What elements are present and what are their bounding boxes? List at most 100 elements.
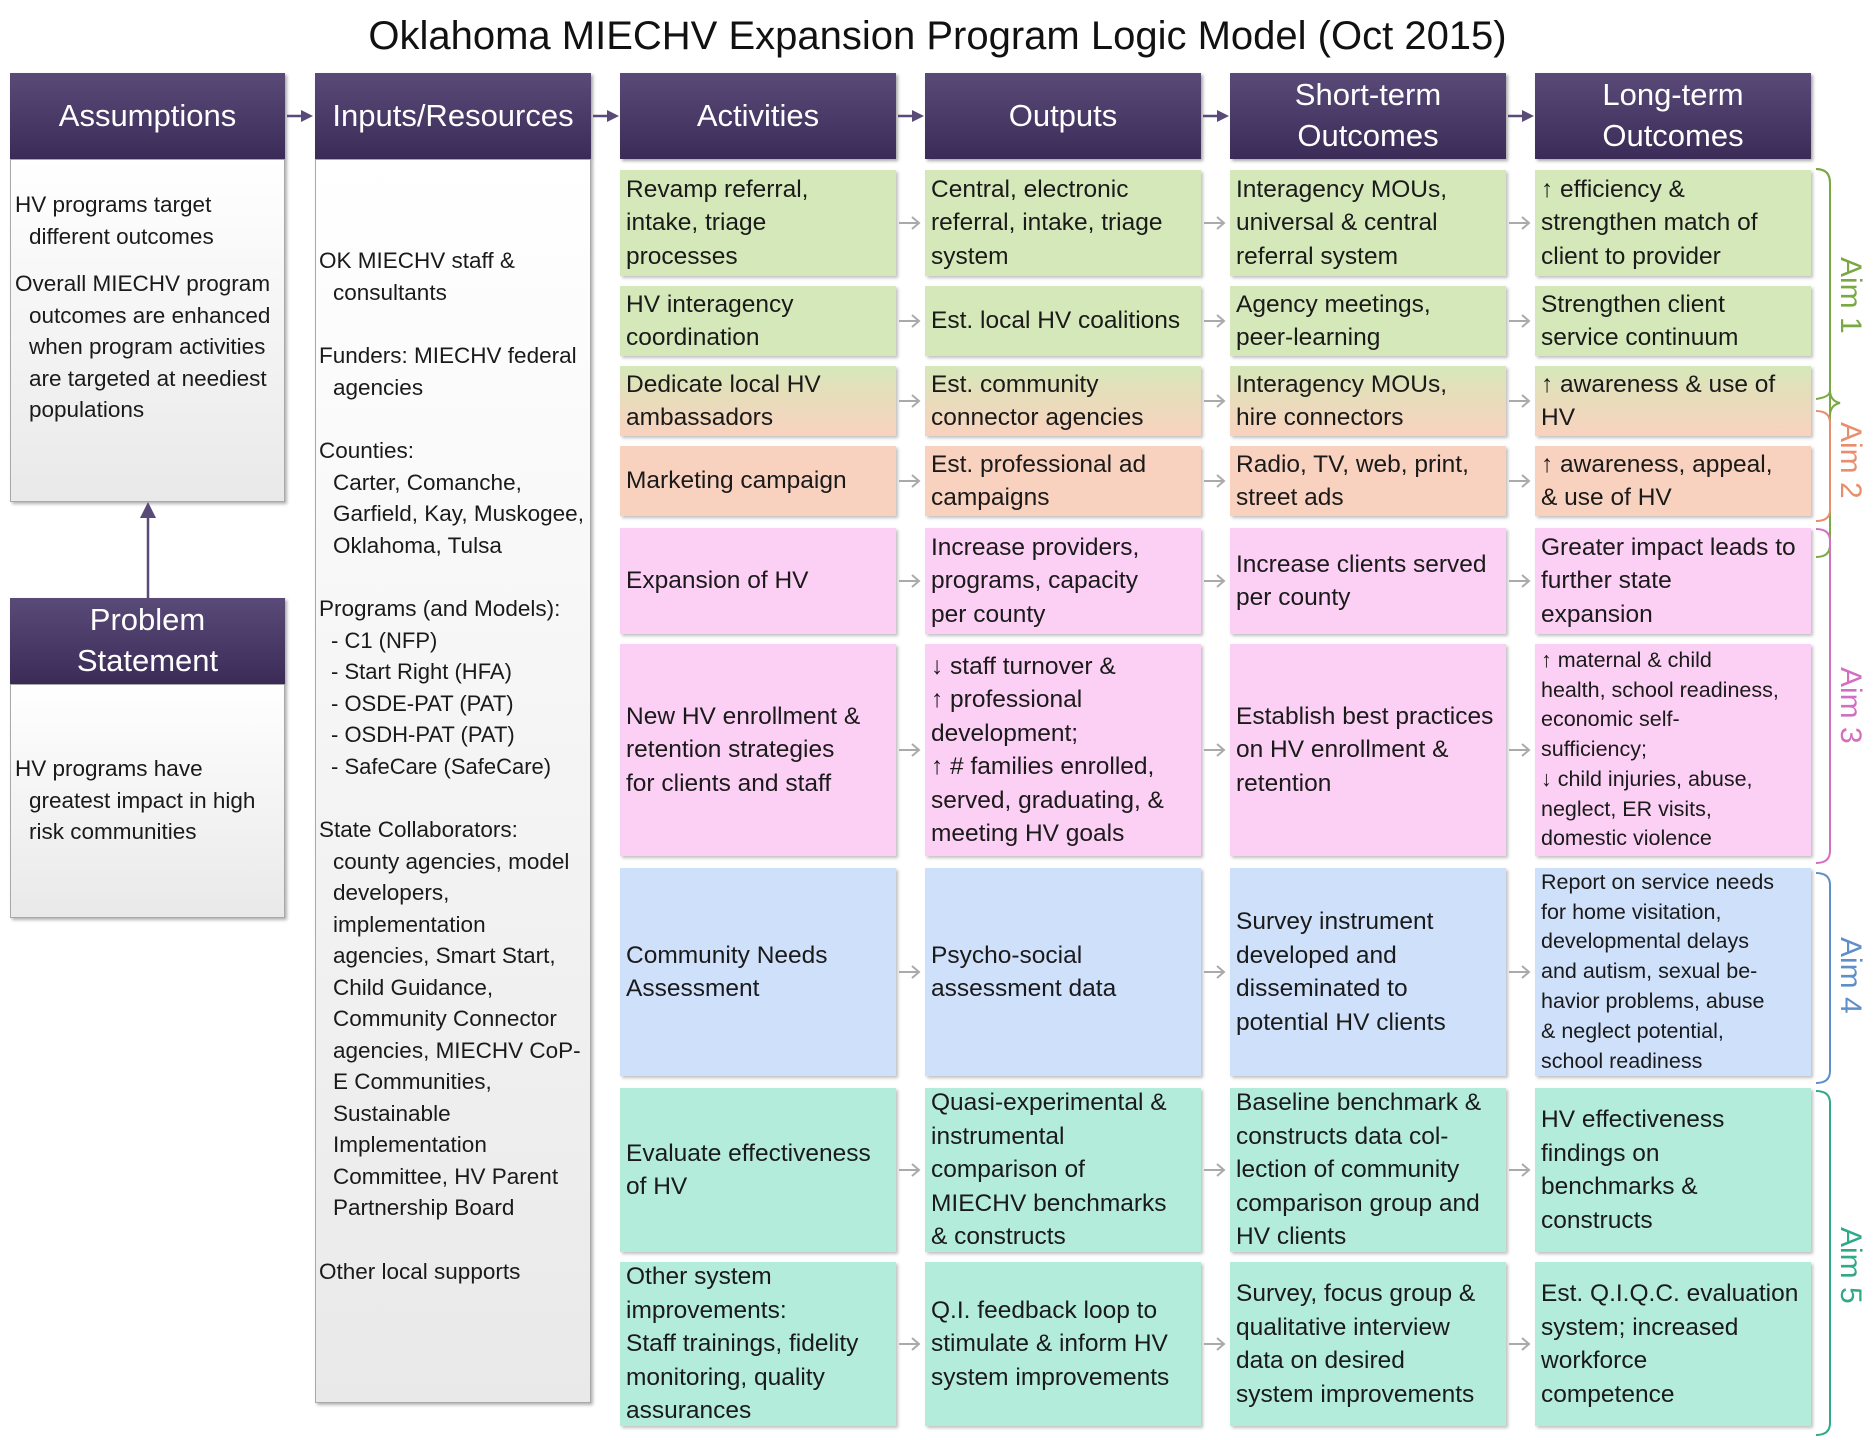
flow-arrow bbox=[1509, 314, 1531, 328]
flow-arrow bbox=[899, 574, 921, 588]
problem-text: HV programs have greatest impact in high… bbox=[15, 753, 283, 848]
long-term-outcome-cell: ↑ awareness, appeal, & use of HV bbox=[1535, 446, 1811, 516]
flow-arrow bbox=[899, 314, 921, 328]
output-text: Central, electronic referral, intake, tr… bbox=[931, 175, 1163, 270]
short-term-outcome-cell: Radio, TV, web, print, street ads bbox=[1230, 446, 1506, 516]
activity-text: Evaluate effectiveness of HV bbox=[626, 1139, 871, 1201]
activity-cell: Revamp referral, intake, triage processe… bbox=[620, 170, 896, 276]
short-term-outcome-text: Increase clients served per county bbox=[1236, 550, 1487, 612]
problem-statement-text: HV programs have greatest impact in high… bbox=[15, 756, 256, 844]
problem-panel bbox=[10, 684, 285, 918]
activity-cell: Expansion of HV bbox=[620, 528, 896, 634]
assumptions-panel bbox=[10, 159, 285, 502]
short-term-outcome-cell: Survey, focus group & qualitative interv… bbox=[1230, 1262, 1506, 1426]
activity-cell: Community Needs Assessment bbox=[620, 868, 896, 1076]
header-inputs: Inputs/Resources bbox=[315, 73, 591, 159]
aim-1-label: Aim 1 bbox=[1834, 256, 1867, 334]
header-arrow-2 bbox=[593, 110, 619, 122]
flow-arrow bbox=[1509, 574, 1531, 588]
problem-to-assumptions-arrow bbox=[140, 502, 156, 598]
output-text: Psycho-social assessment data bbox=[931, 941, 1117, 1003]
long-term-outcome-text: ↑ awareness, appeal, & use of HV bbox=[1541, 450, 1773, 512]
header-outputs: Outputs bbox=[925, 73, 1201, 159]
long-term-outcome-cell: HV effectiveness findings on benchmarks … bbox=[1535, 1088, 1811, 1252]
activity-text: Other system improvements: Staff trainin… bbox=[626, 1263, 859, 1425]
aim-2-label: Aim 2 bbox=[1834, 421, 1867, 499]
output-cell: Est. professional ad campaigns bbox=[925, 446, 1201, 516]
flow-arrow bbox=[1204, 1337, 1226, 1351]
long-term-outcome-text: ↑ efficiency & strengthen match of clien… bbox=[1541, 175, 1758, 270]
activity-cell: Marketing campaign bbox=[620, 446, 896, 516]
flow-arrow bbox=[1204, 216, 1226, 230]
inputs-programs-label: Programs (and Models): bbox=[319, 596, 561, 621]
flow-arrow bbox=[899, 394, 921, 408]
long-term-outcome-text: ↑ maternal & child health, school readin… bbox=[1541, 647, 1779, 851]
short-term-outcome-text: Interagency MOUs, universal & central re… bbox=[1236, 175, 1448, 270]
flow-arrow bbox=[1204, 965, 1226, 979]
flow-arrow bbox=[899, 1337, 921, 1351]
diagram-title: Oklahoma MIECHV Expansion Program Logic … bbox=[368, 14, 1507, 58]
header-problem-statement: Problem Statement bbox=[10, 598, 285, 684]
output-text: Q.I. feedback loop to stimulate & inform… bbox=[931, 1296, 1170, 1391]
flow-arrow bbox=[1509, 474, 1531, 488]
flow-arrow bbox=[1509, 1337, 1531, 1351]
flow-arrow bbox=[1204, 743, 1226, 757]
flow-arrow bbox=[899, 743, 921, 757]
long-term-outcome-cell: Strengthen client service continuum bbox=[1535, 286, 1811, 356]
output-cell: Increase providers, programs, capacity p… bbox=[925, 528, 1201, 634]
flow-arrow bbox=[1204, 394, 1226, 408]
inputs-program-item: - SafeCare (SafeCare) bbox=[331, 753, 552, 779]
short-term-outcome-cell: Increase clients served per county bbox=[1230, 528, 1506, 634]
inputs-program-item: - OSDE-PAT (PAT) bbox=[331, 690, 514, 716]
assumptions-text: HV programs target different outcomes Ov… bbox=[15, 189, 283, 426]
output-text: Est. local HV coalitions bbox=[931, 307, 1181, 335]
flow-arrow bbox=[1509, 965, 1531, 979]
header-arrow-3 bbox=[898, 110, 924, 122]
activity-cell: Dedicate local HV ambassadors bbox=[620, 366, 896, 436]
inputs-program-item: - C1 (NFP) bbox=[331, 627, 438, 653]
output-text: ↓ staff turnover & ↑ professional develo… bbox=[931, 652, 1164, 848]
header-assumptions: Assumptions bbox=[10, 73, 285, 159]
long-term-outcome-cell: ↑ efficiency & strengthen match of clien… bbox=[1535, 170, 1811, 276]
short-term-outcome-cell: Interagency MOUs, universal & central re… bbox=[1230, 170, 1506, 276]
output-text: Est. community connector agencies bbox=[931, 370, 1144, 432]
flow-arrow bbox=[1204, 474, 1226, 488]
header-short-term: Short-term Outcomes bbox=[1230, 73, 1506, 159]
flow-arrow bbox=[1204, 314, 1226, 328]
activity-text: Dedicate local HV ambassadors bbox=[626, 370, 821, 432]
inputs-program-item: - Start Right (HFA) bbox=[331, 659, 512, 684]
long-term-outcome-text: Strengthen client service continuum bbox=[1541, 290, 1739, 352]
short-term-outcome-cell: Establish best practices on HV enrollmen… bbox=[1230, 644, 1506, 856]
output-cell: Psycho-social assessment data bbox=[925, 868, 1201, 1076]
short-term-outcome-cell: Baseline benchmark & constructs data col… bbox=[1230, 1088, 1506, 1252]
header-activities: Activities bbox=[620, 73, 896, 159]
header-long-term: Long-term Outcomes bbox=[1535, 73, 1811, 159]
long-term-outcome-text: HV effectiveness findings on benchmarks … bbox=[1541, 1106, 1725, 1234]
long-term-outcome-cell: Est. Q.I.Q.C. evaluation system; increas… bbox=[1535, 1262, 1811, 1426]
assumption-item: HV programs target different outcomes bbox=[15, 192, 214, 249]
output-cell: Quasi-experimental & instrumental compar… bbox=[925, 1088, 1201, 1252]
aim-braces bbox=[1815, 168, 1841, 1436]
inputs-text: OK MIECHV staff & consultants Funders: M… bbox=[319, 245, 587, 1287]
short-term-outcome-text: Establish best practices on HV enrollmen… bbox=[1236, 702, 1494, 797]
flow-arrow bbox=[899, 965, 921, 979]
short-term-outcome-cell: Survey instrument developed and dissemin… bbox=[1230, 868, 1506, 1076]
inputs-program-item: - OSDH-PAT (PAT) bbox=[331, 722, 515, 747]
inputs-funders: Funders: MIECHV federal agencies bbox=[319, 343, 577, 400]
short-term-outcome-text: Baseline benchmark & constructs data col… bbox=[1236, 1089, 1482, 1251]
header-arrow-1 bbox=[287, 110, 313, 122]
flow-arrow bbox=[899, 216, 921, 230]
flow-arrow bbox=[1509, 743, 1531, 757]
header-arrow-4 bbox=[1203, 110, 1229, 122]
aim-5-label: Aim 5 bbox=[1834, 1226, 1867, 1304]
flow-arrow bbox=[1509, 1163, 1531, 1177]
activity-cell: HV interagency coordination bbox=[620, 286, 896, 356]
activity-cell: New HV enrollment & retention strategies… bbox=[620, 644, 896, 856]
activity-text: Community Needs Assessment bbox=[626, 941, 828, 1003]
output-cell: Est. community connector agencies bbox=[925, 366, 1201, 436]
activity-text: Expansion of HV bbox=[626, 567, 809, 595]
inputs-staff: OK MIECHV staff & consultants bbox=[319, 248, 515, 305]
activity-text: Marketing campaign bbox=[626, 467, 847, 495]
output-text: Quasi-experimental & instrumental compar… bbox=[931, 1089, 1167, 1251]
header-arrow-5 bbox=[1508, 110, 1534, 122]
